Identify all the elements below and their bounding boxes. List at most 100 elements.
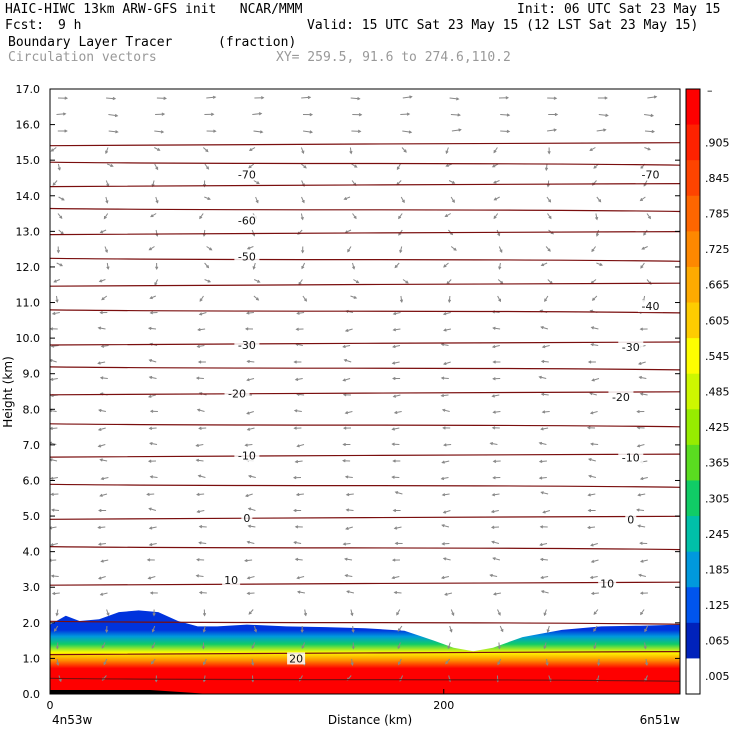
wind-vector <box>442 312 451 316</box>
wind-vector <box>350 295 358 299</box>
wind-vector <box>149 295 156 300</box>
wind-vector <box>492 592 501 596</box>
wind-vector <box>146 558 155 562</box>
y-tick-label: 0.0 <box>23 688 41 701</box>
wind-vector <box>50 377 58 381</box>
wind-vector <box>391 427 400 431</box>
isotherm-label: 10 <box>222 574 241 587</box>
wind-vector <box>294 459 303 464</box>
wind-vector <box>293 426 302 430</box>
wind-vector <box>541 345 550 349</box>
wind-vector <box>445 658 451 665</box>
wind-vector <box>148 542 157 547</box>
wind-vector <box>244 443 253 447</box>
wind-vector <box>595 229 600 237</box>
wind-vector <box>492 459 501 463</box>
wind-vector <box>347 246 352 253</box>
wind-vector <box>248 609 254 615</box>
wind-vector <box>103 658 108 666</box>
wind-vector <box>147 394 156 398</box>
wind-vector <box>344 557 353 561</box>
wind-vector <box>50 147 57 152</box>
wind-vector <box>497 609 501 616</box>
wind-vector <box>199 213 204 220</box>
wind-vector <box>202 229 206 237</box>
svg-text:20: 20 <box>289 652 303 665</box>
wind-vector <box>540 392 549 396</box>
wind-vector <box>246 411 254 415</box>
wind-vector <box>106 96 117 101</box>
wind-vector <box>196 344 205 348</box>
wind-vector <box>394 541 403 546</box>
wind-vector <box>247 474 256 478</box>
wind-vector <box>300 147 305 155</box>
wind-vector <box>587 508 596 513</box>
wind-vector <box>498 96 510 100</box>
wind-vector <box>493 147 498 154</box>
wind-vector <box>350 658 354 666</box>
x-start-location: 4n53w <box>52 713 93 727</box>
wind-vector <box>346 590 355 594</box>
wind-vector <box>302 295 308 302</box>
wind-vector <box>97 427 106 431</box>
wind-vector <box>544 295 549 302</box>
wind-vector <box>296 590 305 594</box>
wind-vector <box>345 526 353 530</box>
wind-vector <box>441 493 450 497</box>
valid-time: Valid: 15 UTC Sat 23 May 15 (12 LST Sat … <box>307 18 699 33</box>
wind-vector <box>53 625 59 632</box>
wind-vector <box>548 112 559 117</box>
wind-vector <box>155 229 159 237</box>
wind-vector <box>202 147 209 153</box>
init-time: Init: 06 UTC Sat 23 May 15 <box>517 2 721 17</box>
isotherm <box>50 341 680 346</box>
wind-vector <box>547 147 551 155</box>
wind-vector <box>489 573 498 578</box>
wind-vector <box>206 246 213 251</box>
wind-vector <box>497 279 504 285</box>
wind-vector <box>597 658 601 667</box>
wind-vector <box>545 658 549 666</box>
wind-vector <box>149 442 158 446</box>
wind-vector <box>646 213 652 220</box>
wind-vector <box>351 642 355 650</box>
wind-vector <box>449 97 460 101</box>
colorbar-swatch <box>686 89 700 126</box>
wind-vector <box>446 279 452 285</box>
wind-vector <box>643 642 647 650</box>
wind-vector <box>350 96 361 101</box>
y-tick-label: 7.0 <box>23 439 41 452</box>
wind-vector <box>397 642 401 650</box>
wind-vector <box>396 609 401 616</box>
wind-vector <box>149 591 158 595</box>
wind-vector <box>197 327 206 332</box>
wind-vector <box>491 426 500 430</box>
y-tick-label: 3.0 <box>23 581 41 594</box>
colorbar-top-label: – <box>707 84 713 97</box>
wind-vector <box>51 591 60 596</box>
colorbar-label: .905 <box>705 136 730 149</box>
wind-vector <box>300 625 304 634</box>
wind-vector <box>248 163 255 169</box>
wind-vector <box>302 112 314 117</box>
wind-vector <box>152 609 156 617</box>
isotherm <box>50 423 680 428</box>
wind-vector <box>301 642 306 649</box>
wind-vector <box>246 427 255 431</box>
field-name: Boundary Layer Tracer <box>8 35 173 50</box>
wind-vector <box>349 147 353 155</box>
wind-vector <box>351 625 355 634</box>
colorbar-label: .665 <box>705 279 730 292</box>
wind-vector <box>295 327 304 331</box>
wind-vector <box>296 576 305 580</box>
wind-vector <box>493 213 499 220</box>
colorbar-swatch <box>686 409 700 446</box>
wind-vector <box>450 196 455 203</box>
isotherm <box>50 677 680 682</box>
wind-vector <box>447 295 452 304</box>
wind-vector <box>204 196 211 200</box>
wind-vector <box>154 147 161 151</box>
wind-vector <box>499 625 504 633</box>
isotherm-label: 10 <box>598 577 617 591</box>
wind-vector <box>98 508 107 513</box>
